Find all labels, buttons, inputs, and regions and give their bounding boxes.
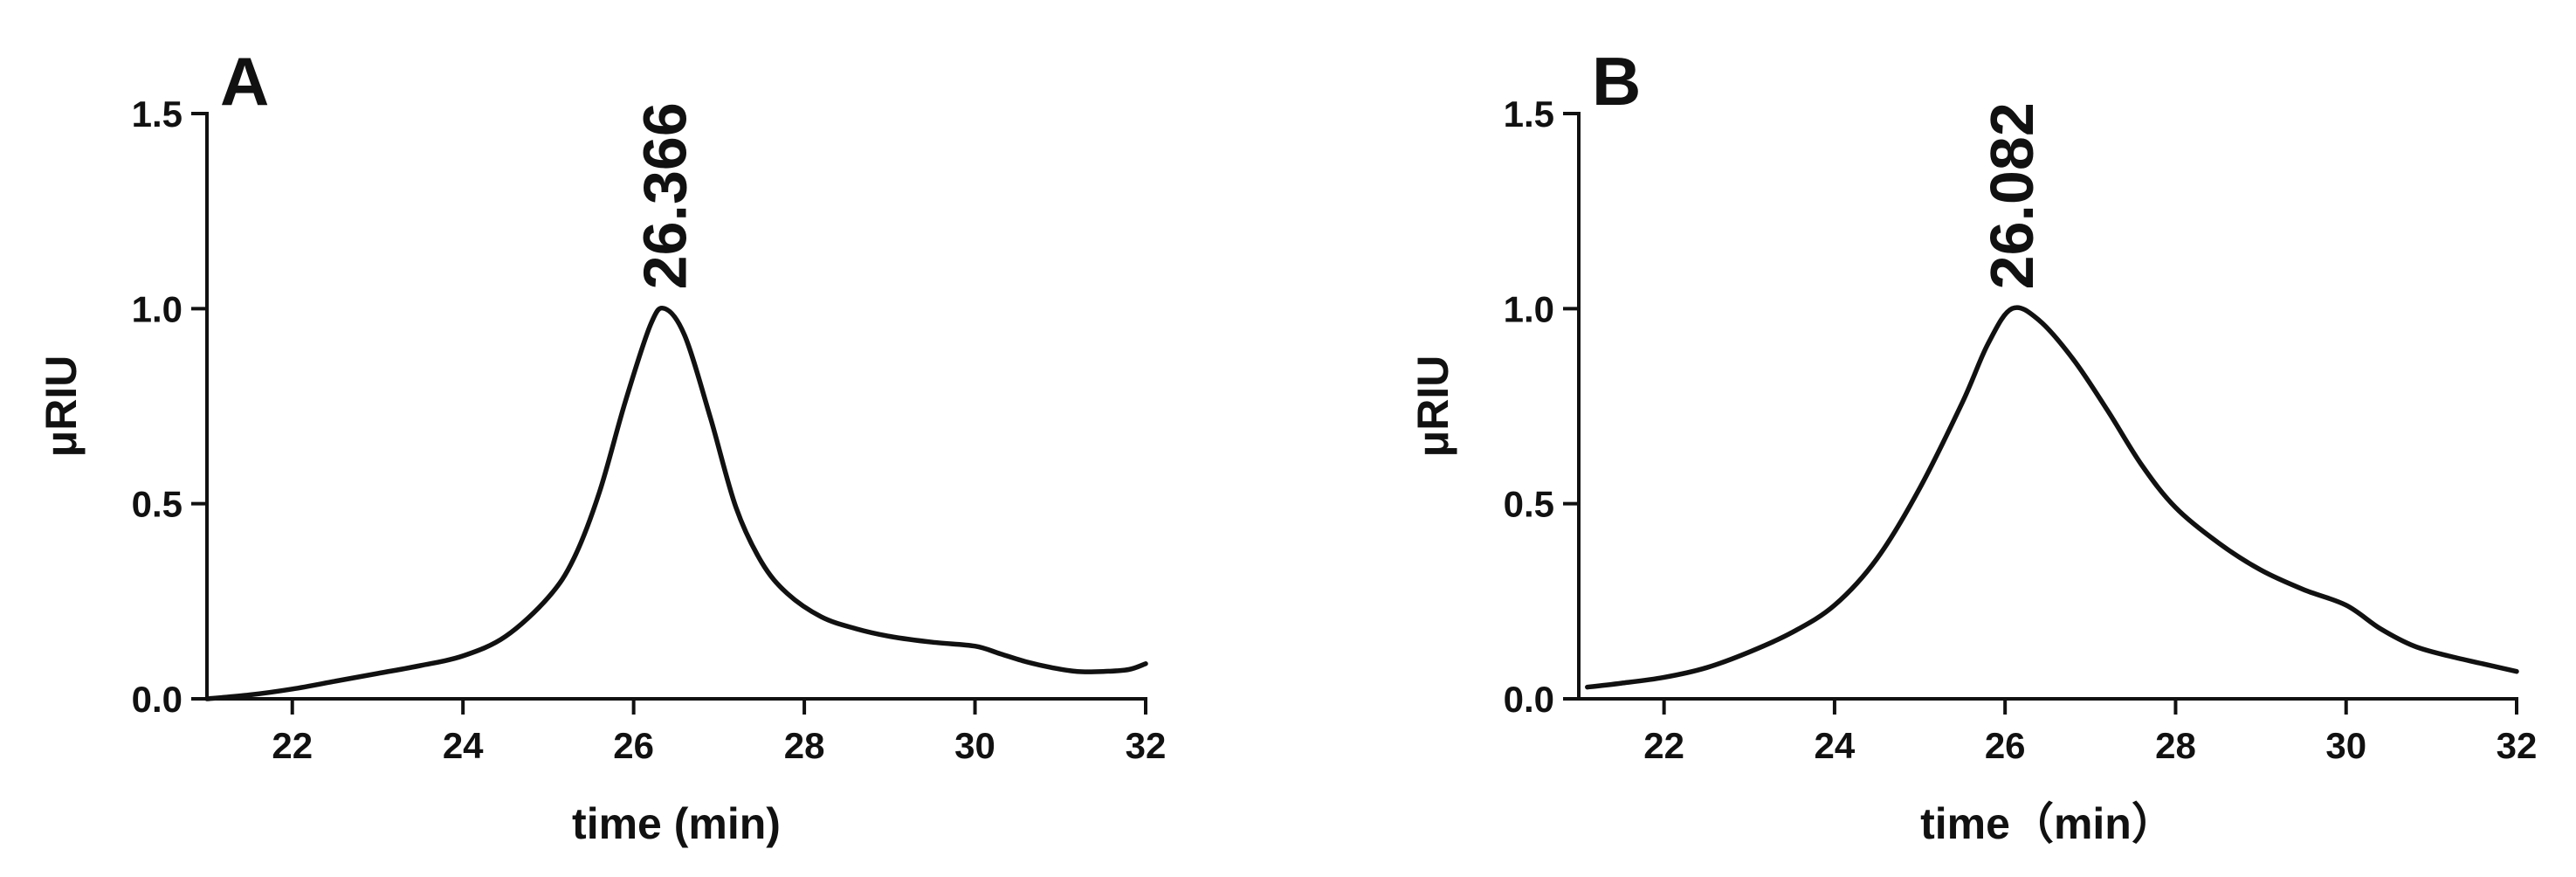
panel-b-peak-label: 26.082 (1978, 102, 2046, 289)
panel-b-label: B (1592, 43, 1641, 120)
panel-a-peak-label: 26.366 (630, 102, 699, 289)
panel-a-y-tick-label: 0.5 (132, 484, 183, 525)
panel-b-y-tick-label: 0.0 (1504, 679, 1554, 720)
panel-a: 0.0 0.5 1.0 1.5 22 24 26 28 30 32 time (min) μRIU A 2… (37, 43, 1166, 848)
panel-b-x-tick-label: 30 (2325, 725, 2366, 766)
panel-a-x-tick-label: 22 (272, 725, 313, 766)
panel-a-x-tick-label: 32 (1126, 725, 1167, 766)
panel-b-x-tick-label: 28 (2155, 725, 2196, 766)
panel-a-x-tick-label: 28 (784, 725, 825, 766)
panel-a-y-tick-label: 1.5 (132, 93, 183, 135)
panel-a-x-tick-label: 24 (443, 725, 484, 766)
panel-b-y-tick-label: 0.5 (1504, 484, 1554, 525)
panel-a-label: A (220, 43, 269, 120)
panel-a-x-axis-title: time (min) (572, 799, 781, 848)
panel-b-x-axis-title: time（min） (1920, 799, 2175, 848)
panel-a-x-tick-label: 30 (954, 725, 995, 766)
panel-b-series-line (1585, 305, 2519, 690)
panel-a-y-tick-label: 1.0 (132, 288, 183, 329)
panel-b-y-tick-label: 1.5 (1504, 93, 1554, 135)
panel-b-x-tick-label: 26 (1985, 725, 2026, 766)
panel-a-y-tick-label: 0.0 (132, 679, 183, 720)
panel-b-x-tick-label: 32 (2497, 725, 2538, 766)
panel-a-series-line (204, 305, 1148, 701)
panel-b-y-tick-label: 1.0 (1504, 288, 1554, 329)
panel-b-y-axis-title: μRIU (1409, 356, 1457, 458)
panel-a-y-axis-title: μRIU (37, 356, 86, 458)
panel-b-x-tick-label: 22 (1643, 725, 1684, 766)
panel-b-x-tick-label: 24 (1815, 725, 1856, 766)
panel-a-x-tick-label: 26 (613, 725, 654, 766)
panel-b: 0.0 0.5 1.0 1.5 22 24 26 28 30 32 time（min） μRIU B 26… (1409, 43, 2537, 848)
